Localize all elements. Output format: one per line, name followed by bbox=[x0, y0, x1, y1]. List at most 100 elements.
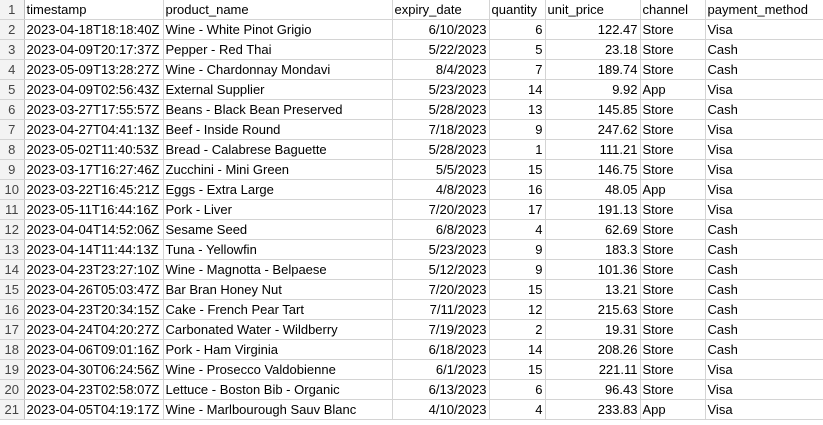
cell-timestamp[interactable]: 2023-04-09T20:17:37Z bbox=[24, 39, 164, 60]
cell-expiry-date[interactable]: 5/23/2023 bbox=[392, 239, 490, 260]
column-header-channel[interactable]: channel bbox=[640, 0, 706, 20]
cell-product-name[interactable]: Wine - Prosecco Valdobienne bbox=[163, 359, 393, 380]
cell-payment-method[interactable]: Visa bbox=[705, 399, 823, 420]
cell-product-name[interactable]: Tuna - Yellowfin bbox=[163, 239, 393, 260]
row-header[interactable]: 2 bbox=[0, 19, 25, 40]
cell-quantity[interactable]: 17 bbox=[489, 199, 546, 220]
cell-product-name[interactable]: Pork - Ham Virginia bbox=[163, 339, 393, 360]
cell-product-name[interactable]: External Supplier bbox=[163, 79, 393, 100]
cell-product-name[interactable]: Pork - Liver bbox=[163, 199, 393, 220]
cell-timestamp[interactable]: 2023-04-04T14:52:06Z bbox=[24, 219, 164, 240]
cell-channel[interactable]: Store bbox=[640, 279, 706, 300]
cell-quantity[interactable]: 7 bbox=[489, 59, 546, 80]
cell-quantity[interactable]: 13 bbox=[489, 99, 546, 120]
cell-channel[interactable]: Store bbox=[640, 19, 706, 40]
row-header[interactable]: 21 bbox=[0, 399, 25, 420]
row-header[interactable]: 3 bbox=[0, 39, 25, 60]
cell-channel[interactable]: Store bbox=[640, 39, 706, 60]
cell-product-name[interactable]: Beans - Black Bean Preserved bbox=[163, 99, 393, 120]
row-header[interactable]: 4 bbox=[0, 59, 25, 80]
cell-unit-price[interactable]: 247.62 bbox=[545, 119, 641, 140]
cell-expiry-date[interactable]: 6/13/2023 bbox=[392, 379, 490, 400]
cell-quantity[interactable]: 15 bbox=[489, 279, 546, 300]
cell-payment-method[interactable]: Visa bbox=[705, 379, 823, 400]
cell-quantity[interactable]: 4 bbox=[489, 219, 546, 240]
row-header[interactable]: 5 bbox=[0, 79, 25, 100]
cell-product-name[interactable]: Pepper - Red Thai bbox=[163, 39, 393, 60]
cell-quantity[interactable]: 15 bbox=[489, 159, 546, 180]
cell-payment-method[interactable]: Cash bbox=[705, 99, 823, 120]
cell-quantity[interactable]: 14 bbox=[489, 339, 546, 360]
row-header[interactable]: 14 bbox=[0, 259, 25, 280]
cell-timestamp[interactable]: 2023-04-06T09:01:16Z bbox=[24, 339, 164, 360]
cell-payment-method[interactable]: Cash bbox=[705, 279, 823, 300]
cell-payment-method[interactable]: Visa bbox=[705, 79, 823, 100]
row-header[interactable]: 1 bbox=[0, 0, 25, 20]
cell-payment-method[interactable]: Cash bbox=[705, 319, 823, 340]
cell-timestamp[interactable]: 2023-04-23T02:58:07Z bbox=[24, 379, 164, 400]
cell-payment-method[interactable]: Cash bbox=[705, 299, 823, 320]
cell-expiry-date[interactable]: 7/11/2023 bbox=[392, 299, 490, 320]
cell-timestamp[interactable]: 2023-04-27T04:41:13Z bbox=[24, 119, 164, 140]
cell-channel[interactable]: Store bbox=[640, 319, 706, 340]
cell-quantity[interactable]: 12 bbox=[489, 299, 546, 320]
cell-timestamp[interactable]: 2023-04-23T23:27:10Z bbox=[24, 259, 164, 280]
cell-payment-method[interactable]: Visa bbox=[705, 19, 823, 40]
cell-product-name[interactable]: Bar Bran Honey Nut bbox=[163, 279, 393, 300]
cell-unit-price[interactable]: 215.63 bbox=[545, 299, 641, 320]
cell-expiry-date[interactable]: 5/22/2023 bbox=[392, 39, 490, 60]
cell-quantity[interactable]: 15 bbox=[489, 359, 546, 380]
cell-product-name[interactable]: Beef - Inside Round bbox=[163, 119, 393, 140]
cell-unit-price[interactable]: 19.31 bbox=[545, 319, 641, 340]
row-header[interactable]: 20 bbox=[0, 379, 25, 400]
cell-timestamp[interactable]: 2023-03-27T17:55:57Z bbox=[24, 99, 164, 120]
cell-expiry-date[interactable]: 7/19/2023 bbox=[392, 319, 490, 340]
cell-product-name[interactable]: Bread - Calabrese Baguette bbox=[163, 139, 393, 160]
row-header[interactable]: 7 bbox=[0, 119, 25, 140]
cell-timestamp[interactable]: 2023-04-26T05:03:47Z bbox=[24, 279, 164, 300]
cell-quantity[interactable]: 16 bbox=[489, 179, 546, 200]
cell-unit-price[interactable]: 9.92 bbox=[545, 79, 641, 100]
row-header[interactable]: 9 bbox=[0, 159, 25, 180]
cell-expiry-date[interactable]: 5/28/2023 bbox=[392, 99, 490, 120]
row-header[interactable]: 6 bbox=[0, 99, 25, 120]
cell-payment-method[interactable]: Cash bbox=[705, 59, 823, 80]
cell-unit-price[interactable]: 13.21 bbox=[545, 279, 641, 300]
row-header[interactable]: 16 bbox=[0, 299, 25, 320]
cell-timestamp[interactable]: 2023-04-05T04:19:17Z bbox=[24, 399, 164, 420]
cell-channel[interactable]: Store bbox=[640, 219, 706, 240]
cell-timestamp[interactable]: 2023-04-23T20:34:15Z bbox=[24, 299, 164, 320]
cell-payment-method[interactable]: Cash bbox=[705, 339, 823, 360]
cell-channel[interactable]: App bbox=[640, 399, 706, 420]
cell-channel[interactable]: Store bbox=[640, 139, 706, 160]
cell-expiry-date[interactable]: 5/5/2023 bbox=[392, 159, 490, 180]
cell-product-name[interactable]: Wine - White Pinot Grigio bbox=[163, 19, 393, 40]
cell-channel[interactable]: Store bbox=[640, 99, 706, 120]
cell-product-name[interactable]: Wine - Magnotta - Belpaese bbox=[163, 259, 393, 280]
column-header-quantity[interactable]: quantity bbox=[489, 0, 546, 20]
row-header[interactable]: 13 bbox=[0, 239, 25, 260]
row-header[interactable]: 10 bbox=[0, 179, 25, 200]
row-header[interactable]: 17 bbox=[0, 319, 25, 340]
cell-payment-method[interactable]: Visa bbox=[705, 359, 823, 380]
cell-payment-method[interactable]: Visa bbox=[705, 119, 823, 140]
cell-channel[interactable]: App bbox=[640, 179, 706, 200]
cell-timestamp[interactable]: 2023-04-14T11:44:13Z bbox=[24, 239, 164, 260]
row-header[interactable]: 11 bbox=[0, 199, 25, 220]
cell-channel[interactable]: Store bbox=[640, 239, 706, 260]
cell-product-name[interactable]: Sesame Seed bbox=[163, 219, 393, 240]
cell-quantity[interactable]: 9 bbox=[489, 119, 546, 140]
cell-channel[interactable]: Store bbox=[640, 159, 706, 180]
cell-unit-price[interactable]: 208.26 bbox=[545, 339, 641, 360]
cell-expiry-date[interactable]: 7/20/2023 bbox=[392, 199, 490, 220]
cell-expiry-date[interactable]: 5/28/2023 bbox=[392, 139, 490, 160]
cell-unit-price[interactable]: 23.18 bbox=[545, 39, 641, 60]
cell-product-name[interactable]: Carbonated Water - Wildberry bbox=[163, 319, 393, 340]
cell-quantity[interactable]: 14 bbox=[489, 79, 546, 100]
cell-channel[interactable]: Store bbox=[640, 59, 706, 80]
cell-product-name[interactable]: Zucchini - Mini Green bbox=[163, 159, 393, 180]
cell-timestamp[interactable]: 2023-04-30T06:24:56Z bbox=[24, 359, 164, 380]
cell-unit-price[interactable]: 101.36 bbox=[545, 259, 641, 280]
cell-timestamp[interactable]: 2023-04-24T04:20:27Z bbox=[24, 319, 164, 340]
cell-product-name[interactable]: Cake - French Pear Tart bbox=[163, 299, 393, 320]
